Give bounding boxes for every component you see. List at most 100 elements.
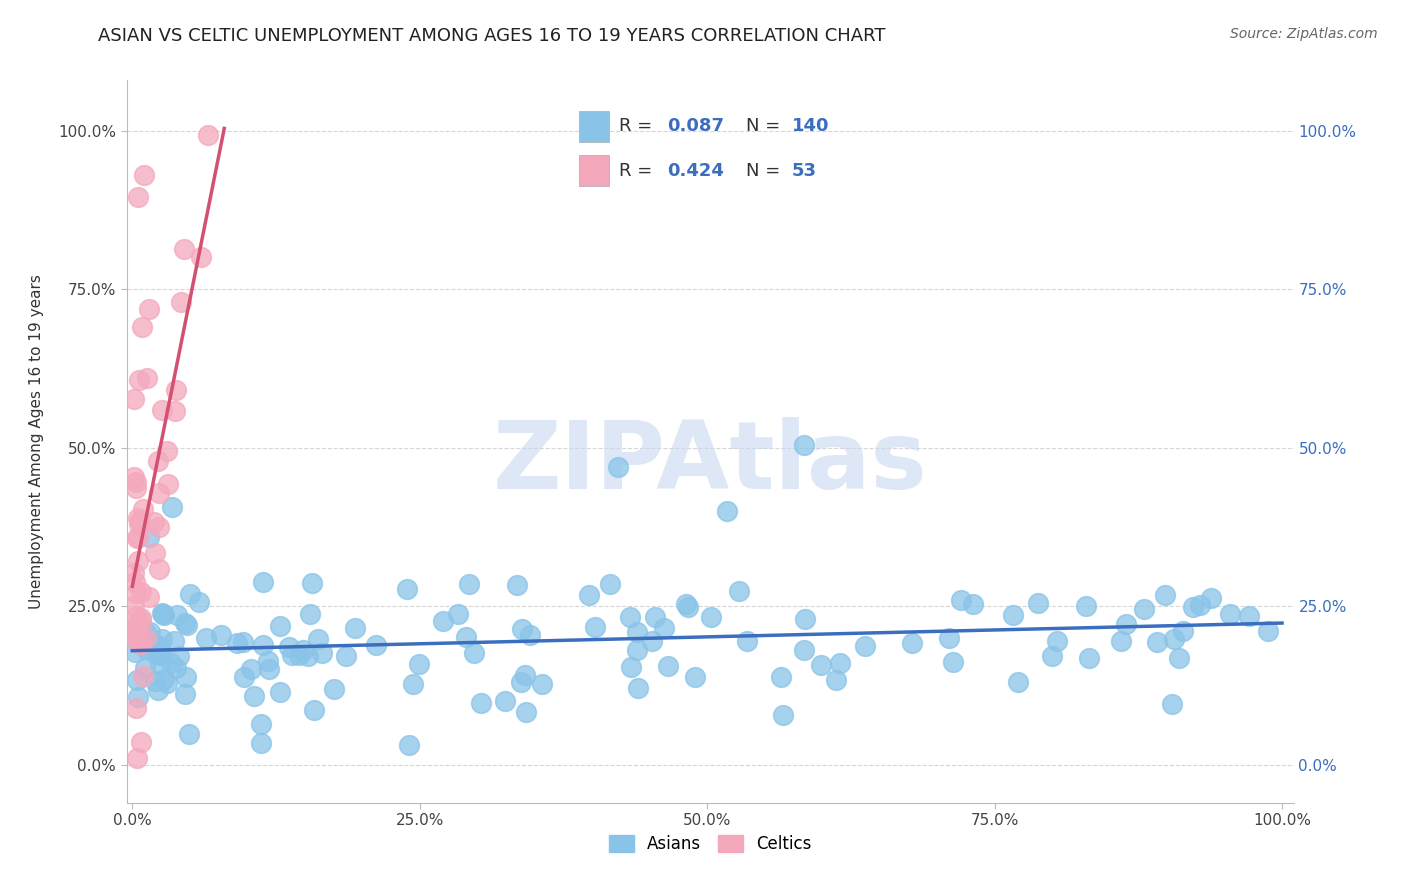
Asians [179,587,201,601]
Celtics [124,624,146,638]
Asians [127,673,149,687]
Asians [257,654,280,668]
Asians [1182,599,1205,614]
Asians [232,670,254,684]
Asians [288,648,311,663]
Asians [494,694,516,708]
Asians [242,689,264,703]
Celtics [127,530,149,544]
Asians [150,607,173,621]
Asians [173,616,195,631]
Y-axis label: Unemployment Among Ages 16 to 19 years: Unemployment Among Ages 16 to 19 years [30,274,44,609]
Asians [269,619,291,633]
Celtics [128,373,150,387]
Celtics [127,636,149,650]
Asians [135,641,157,656]
Asians [127,628,149,642]
Asians [457,577,479,591]
Asians [657,659,679,673]
Asians [148,648,170,662]
Celtics [125,586,148,600]
Asians [1163,632,1185,646]
Celtics [124,470,146,484]
Asians [343,621,366,635]
Asians [675,597,697,611]
Asians [519,628,541,642]
Asians [652,621,675,635]
Asians [772,708,794,723]
Asians [620,659,643,673]
Asians [396,582,419,597]
Asians [301,575,323,590]
Asians [810,657,832,672]
Celtics [127,531,149,545]
Asians [793,642,815,657]
Asians [728,583,751,598]
Asians [463,646,485,660]
Asians [134,661,156,675]
Asians [143,674,166,689]
Celtics [131,637,153,651]
Asians [683,670,706,684]
Asians [446,607,468,622]
Asians [531,677,554,691]
Asians [627,681,650,695]
Asians [1026,596,1049,610]
Text: Source: ZipAtlas.com: Source: ZipAtlas.com [1230,27,1378,41]
Celtics [135,632,157,646]
Celtics [157,477,180,491]
Celtics [148,561,170,575]
Celtics [143,516,166,530]
Asians [578,588,600,602]
Celtics [138,301,160,316]
Asians [366,638,388,652]
Asians [127,690,149,705]
Celtics [124,475,146,490]
Asians [641,634,664,648]
Asians [311,646,333,660]
Asians [226,636,249,650]
Asians [298,607,321,621]
Asians [232,634,254,648]
Asians [167,649,190,664]
Asians [1237,608,1260,623]
Celtics [148,520,170,534]
Asians [187,594,209,608]
Asians [626,643,648,657]
Asians [152,673,174,687]
Text: ZIPAtlas: ZIPAtlas [492,417,928,509]
Celtics [125,609,148,624]
Asians [143,645,166,659]
Legend: Asians, Celtics: Asians, Celtics [602,828,818,860]
Asians [510,622,533,636]
Celtics [122,392,145,406]
Celtics [125,481,148,495]
Asians [599,577,621,591]
Celtics [127,751,149,765]
Celtics [132,502,155,516]
Celtics [129,584,152,599]
Asians [297,649,319,664]
Celtics [125,701,148,715]
Celtics [173,242,195,256]
Asians [515,705,537,719]
Asians [1078,651,1101,665]
Asians [1219,607,1241,622]
Celtics [122,599,145,613]
Celtics [127,554,149,568]
Asians [124,645,146,659]
Celtics [135,371,157,385]
Asians [173,687,195,701]
Asians [252,638,274,652]
Asians [1146,635,1168,649]
Asians [160,500,183,514]
Asians [398,739,420,753]
Celtics [156,443,179,458]
Asians [901,635,924,649]
Asians [239,662,262,676]
Asians [156,675,179,690]
Asians [700,609,723,624]
Celtics [124,575,146,590]
Asians [432,614,454,628]
Asians [252,574,274,589]
